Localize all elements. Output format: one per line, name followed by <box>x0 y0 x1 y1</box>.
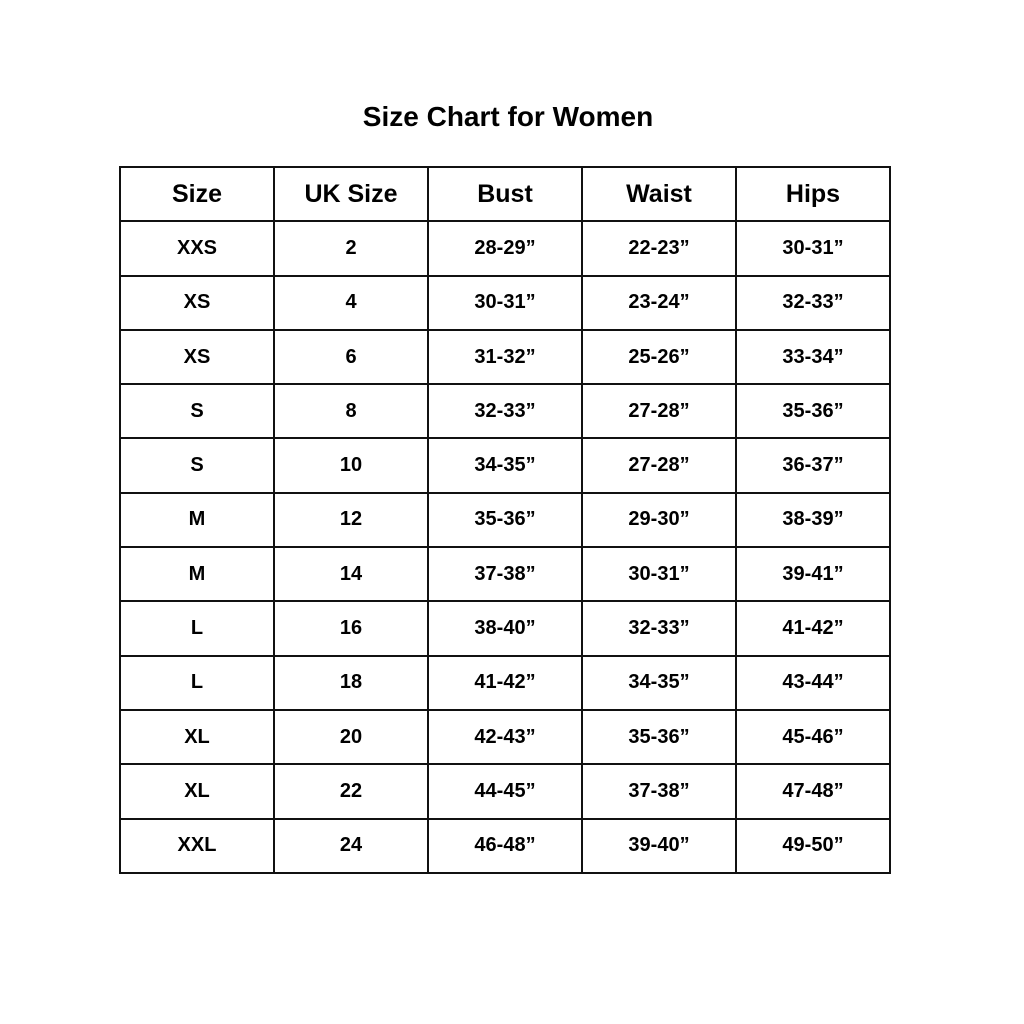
table-cell: 38-39” <box>735 491 891 549</box>
table-cell: XXL <box>119 817 275 874</box>
table-cell: 27-28” <box>581 383 737 440</box>
table-row: XS 4 30-31” 23-24” 32-33” <box>119 274 891 331</box>
table-cell: 34-35” <box>581 654 737 711</box>
table-cell: L <box>119 600 275 657</box>
table-cell: 22-23” <box>581 220 737 277</box>
table-cell: XL <box>119 763 275 820</box>
column-header: Hips <box>735 165 891 223</box>
table-cell: 8 <box>273 383 429 440</box>
table-cell: 39-41” <box>735 546 891 603</box>
size-chart-table: Size UK Size Bust Waist Hips XXS 2 28-29” 22-23… <box>119 165 891 874</box>
table-cell: 45-46” <box>735 708 891 766</box>
table-cell: 18 <box>273 654 429 711</box>
table-row: XL 20 42-43” 35-36” 45-46” <box>119 708 891 766</box>
column-header: Size <box>119 165 275 223</box>
table-cell: 46-48” <box>427 817 583 874</box>
table-cell: 49-50” <box>735 817 891 874</box>
table-cell: 38-40” <box>427 600 583 657</box>
table-row: L 16 38-40” 32-33” 41-42” <box>119 600 891 657</box>
table-cell: 2 <box>273 220 429 277</box>
table-cell: 37-38” <box>427 546 583 603</box>
table-cell: 29-30” <box>581 491 737 549</box>
table-cell: 43-44” <box>735 654 891 711</box>
table-cell: 30-31” <box>735 220 891 277</box>
table-cell: 32-33” <box>735 274 891 331</box>
table-cell: 14 <box>273 546 429 603</box>
table-cell: 6 <box>273 328 429 386</box>
page-title: Size Chart for Women <box>362 101 654 132</box>
table-cell: 35-36” <box>735 383 891 440</box>
table-cell: 25-26” <box>581 328 737 386</box>
table-cell: 42-43” <box>427 708 583 766</box>
table-cell: 22 <box>273 763 429 820</box>
table-cell: 36-37” <box>735 437 891 494</box>
table-cell: 27-28” <box>581 437 737 494</box>
table-cell: S <box>119 383 275 440</box>
table-cell: S <box>119 437 275 494</box>
table-cell: 37-38” <box>581 763 737 820</box>
table-row: S 8 32-33” 27-28” 35-36” <box>119 383 891 440</box>
column-header: UK Size <box>273 165 429 223</box>
table-row: XL 22 44-45” 37-38” 47-48” <box>119 763 891 820</box>
table-cell: 41-42” <box>427 654 583 711</box>
table-cell: 32-33” <box>581 600 737 657</box>
table-row: L 18 41-42” 34-35” 43-44” <box>119 654 891 711</box>
table-cell: M <box>119 491 275 549</box>
table-row: XXS 2 28-29” 22-23” 30-31” <box>119 220 891 277</box>
table-cell: M <box>119 546 275 603</box>
table-row: M 14 37-38” 30-31” 39-41” <box>119 546 891 603</box>
table-cell: XXS <box>119 220 275 277</box>
table-cell: 16 <box>273 600 429 657</box>
table-cell: 24 <box>273 817 429 874</box>
table-cell: 30-31” <box>581 546 737 603</box>
table-cell: 31-32” <box>427 328 583 386</box>
table-row: S 10 34-35” 27-28” 36-37” <box>119 437 891 494</box>
column-header: Bust <box>427 165 583 223</box>
table-cell: L <box>119 654 275 711</box>
header-row: Size UK Size Bust Waist Hips <box>119 165 891 223</box>
table-cell: XS <box>119 274 275 331</box>
table-cell: 10 <box>273 437 429 494</box>
table-cell: 33-34” <box>735 328 891 386</box>
column-header: Waist <box>581 165 737 223</box>
table-cell: 34-35” <box>427 437 583 494</box>
table-cell: 41-42” <box>735 600 891 657</box>
table-cell: 20 <box>273 708 429 766</box>
table-cell: 39-40” <box>581 817 737 874</box>
table-cell: 23-24” <box>581 274 737 331</box>
table-cell: 12 <box>273 491 429 549</box>
table-cell: 44-45” <box>427 763 583 820</box>
table-cell: 28-29” <box>427 220 583 277</box>
table-cell: 32-33” <box>427 383 583 440</box>
table-row: XXL 24 46-48” 39-40” 49-50” <box>119 817 891 874</box>
table-cell: XS <box>119 328 275 386</box>
table-cell: 35-36” <box>427 491 583 549</box>
table-cell: XL <box>119 708 275 766</box>
table-row: M 12 35-36” 29-30” 38-39” <box>119 491 891 549</box>
table-cell: 30-31” <box>427 274 583 331</box>
table-cell: 4 <box>273 274 429 331</box>
table-row: XS 6 31-32” 25-26” 33-34” <box>119 328 891 386</box>
table-cell: 47-48” <box>735 763 891 820</box>
table-cell: 35-36” <box>581 708 737 766</box>
